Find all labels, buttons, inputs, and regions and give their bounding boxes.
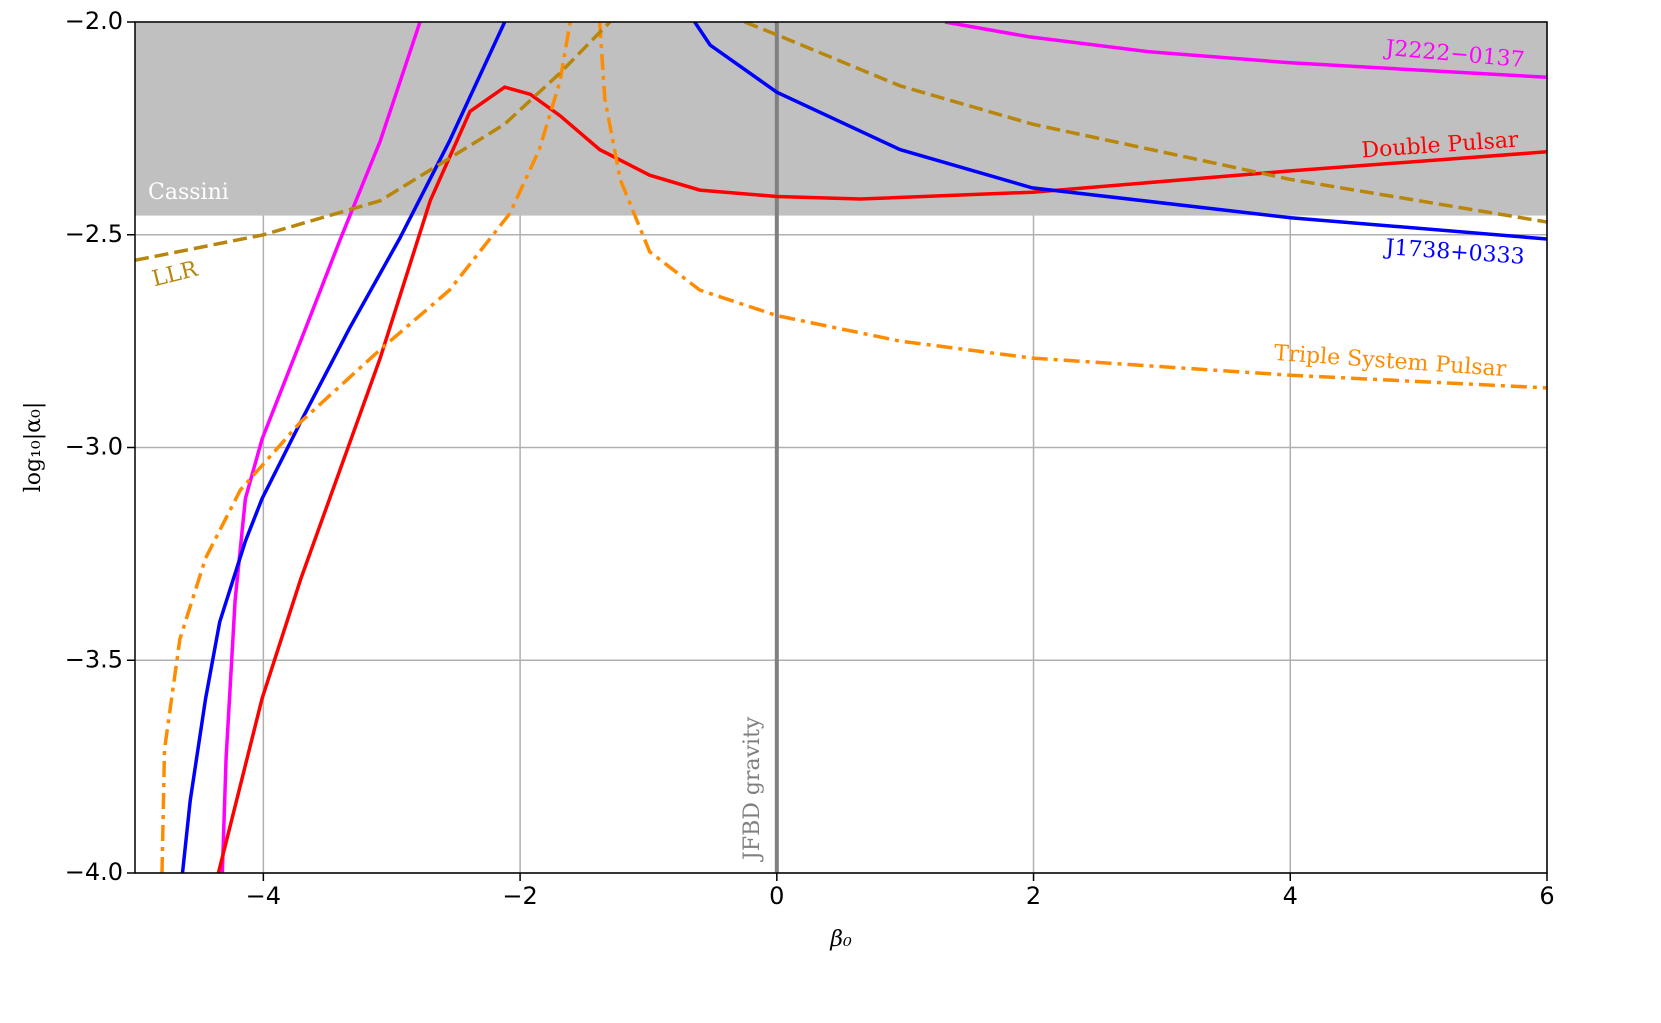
x-tick-label: 0 xyxy=(769,882,784,910)
x-tick-label: 2 xyxy=(1026,882,1041,910)
y-axis-label: log₁₀|α₀| xyxy=(21,402,46,493)
x-tick-label: −4 xyxy=(246,882,281,910)
y-tick-label: −2.0 xyxy=(65,7,123,35)
plot-area xyxy=(135,22,1547,873)
series-line xyxy=(216,85,1547,873)
x-axis-label: β₀ xyxy=(829,927,852,952)
y-tick-label: −3.0 xyxy=(65,433,123,461)
y-tick-label: −3.5 xyxy=(65,645,123,673)
x-tick-label: 6 xyxy=(1539,882,1554,910)
region-label: Cassini xyxy=(148,180,229,205)
series-line xyxy=(160,22,1547,873)
series-label: LLR xyxy=(150,257,202,293)
x-tick-label: 4 xyxy=(1283,882,1298,910)
series-line xyxy=(180,22,1547,873)
series-label: J1738+0333 xyxy=(1383,235,1526,270)
series-line xyxy=(220,22,1547,873)
x-tick-label: −2 xyxy=(502,882,537,910)
y-tick-label: −2.5 xyxy=(65,220,123,248)
shaded-region xyxy=(135,22,1547,216)
series-label: Triple System Pulsar xyxy=(1273,341,1507,382)
series-line xyxy=(135,22,1547,263)
reference-label: JFBD gravity xyxy=(740,716,765,862)
y-tick-label: −4.0 xyxy=(65,858,123,886)
